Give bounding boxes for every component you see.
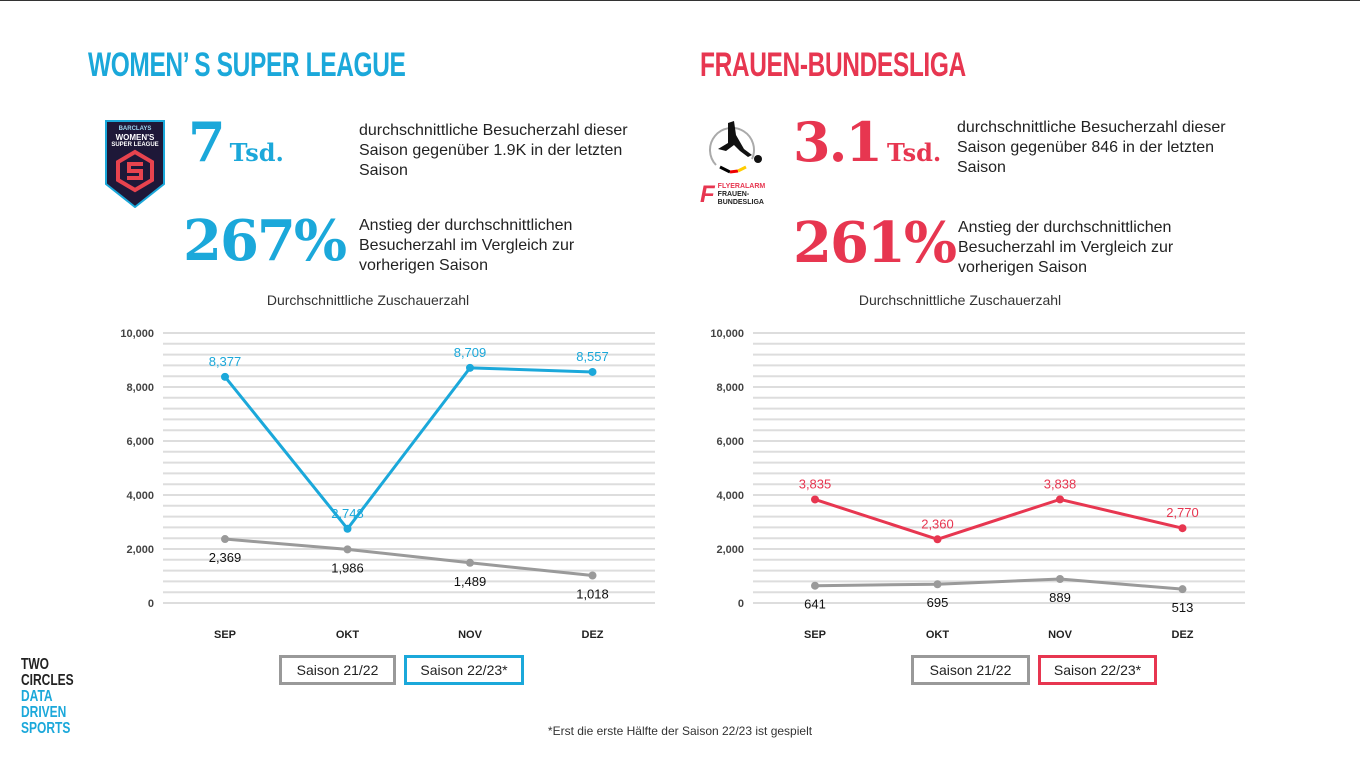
logo-text: BARCLAYS xyxy=(118,126,152,132)
x-tick-label: OKT xyxy=(336,629,360,641)
series-line-21-22 xyxy=(224,537,593,578)
fbl-logo: F FLYERALARM FRAUEN- BUNDESLIGA xyxy=(700,115,780,210)
wsl-stat2-desc: Anstieg der durchschnittlichen Besucherz… xyxy=(359,217,575,274)
brand-line: TWO xyxy=(21,656,49,673)
legend-label: Saison 22/23* xyxy=(1053,662,1142,678)
y-tick-label: 2,000 xyxy=(716,544,744,556)
data-point xyxy=(933,535,942,544)
top-border xyxy=(0,0,1360,1)
data-label: 1,986 xyxy=(331,560,364,575)
x-tick-label: OKT xyxy=(926,629,950,641)
brand-line: DATA xyxy=(21,688,53,705)
legend-saison-22-23[interactable]: Saison 22/23* xyxy=(404,655,524,685)
data-label: 889 xyxy=(1049,590,1071,605)
data-label: 2,748 xyxy=(331,506,364,521)
y-tick-label: 8,000 xyxy=(716,382,744,394)
data-label: 695 xyxy=(927,595,949,610)
data-label: 1,489 xyxy=(454,574,487,589)
data-point xyxy=(588,571,597,580)
data-label: 8,377 xyxy=(209,354,242,369)
legend-label: Saison 21/22 xyxy=(296,662,379,678)
two-circles-logo: TWO CIRCLES DATA DRIVEN SPORTS xyxy=(21,657,74,737)
y-tick-label: 4,000 xyxy=(716,490,744,502)
y-tick-label: 8,000 xyxy=(126,382,154,394)
data-point xyxy=(1056,495,1064,504)
series-line-22-23 xyxy=(223,366,593,532)
stat-unit: Tsd. xyxy=(229,138,284,167)
y-tick-label: 6,000 xyxy=(716,436,744,448)
stat-unit: Tsd. xyxy=(886,138,942,167)
fbl-line-chart: 0 2,000 4,000 6,000 8,000 10,000 SEP OKT NOV DEZ 6… xyxy=(710,328,1245,641)
fbl-stat2: 261% xyxy=(793,210,957,276)
legend-label: Saison 21/22 xyxy=(929,662,1012,678)
chart-title: Durchschnittliche Zuschauerzahl xyxy=(858,292,1062,308)
data-point xyxy=(1178,585,1187,594)
brand-line: CIRCLES xyxy=(21,672,74,689)
x-tick-label: NOV xyxy=(458,629,483,641)
data-label: 3,838 xyxy=(1044,476,1077,491)
footnote: *Erst die erste Hälfte der Saison 22/23 … xyxy=(547,724,813,738)
wsl-stat2: 267% xyxy=(183,208,347,274)
chart-title: Durchschnittliche Zuschauerzahl xyxy=(266,292,470,308)
wsl-line-chart: 0 2,000 4,000 6,000 8,000 10,000 SEP OKT NOV DEZ 2… xyxy=(120,328,655,641)
y-tick-label: 10,000 xyxy=(710,328,744,340)
data-label: 2,770 xyxy=(1166,505,1199,520)
data-label: 8,709 xyxy=(454,345,487,360)
y-tick-label: 4,000 xyxy=(126,490,154,502)
x-tick-label: SEP xyxy=(214,629,236,641)
x-tick-label: SEP xyxy=(804,629,826,641)
logo-text: BUNDESLIGA xyxy=(717,199,764,206)
fbl-title: FRAUEN-BUNDESLIGA xyxy=(700,46,966,84)
stat-value: 3.1 xyxy=(793,110,883,174)
x-tick-label: NOV xyxy=(1048,629,1073,641)
wsl-title: WOMEN’ S SUPER LEAGUE xyxy=(88,46,406,84)
y-tick-label: 0 xyxy=(148,598,154,610)
series-line-21-22 xyxy=(814,577,1183,591)
legend-saison-21-22[interactable]: Saison 21/22 xyxy=(911,655,1030,685)
y-tick-label: 2,000 xyxy=(126,544,154,556)
data-point xyxy=(811,581,819,590)
wsl-stat1-desc: durchschnittliche Besucherzahl dieser Sa… xyxy=(359,122,628,179)
brand-line: SPORTS xyxy=(21,720,71,737)
data-point xyxy=(343,545,352,554)
data-point xyxy=(466,363,474,372)
fbl-stat2-desc: Anstieg der durchschnittlichen Besucherz… xyxy=(958,219,1174,276)
data-point xyxy=(588,367,597,376)
x-tick-label: DEZ xyxy=(582,629,604,641)
data-label: 1,018 xyxy=(576,587,609,602)
data-point xyxy=(466,558,474,567)
logo-text: WOMEN'S xyxy=(115,133,155,142)
data-label: 513 xyxy=(1172,600,1194,615)
y-tick-label: 6,000 xyxy=(126,436,154,448)
brand-line: DRIVEN xyxy=(21,704,67,721)
data-point xyxy=(221,372,229,381)
logo-text: FRAUEN- xyxy=(717,191,750,198)
series-line-22-23 xyxy=(814,497,1183,541)
x-tick-label: DEZ xyxy=(1172,629,1194,641)
data-point xyxy=(343,524,352,533)
data-label: 2,369 xyxy=(209,550,242,565)
data-point xyxy=(1056,574,1064,583)
wsl-logo: BARCLAYS WOMEN'S SUPER LEAGUE xyxy=(105,120,165,209)
logo-text: FLYERALARM xyxy=(717,183,766,190)
data-label: 8,557 xyxy=(576,349,609,364)
data-point xyxy=(1178,524,1187,533)
data-label: 641 xyxy=(804,597,826,612)
legend-saison-21-22[interactable]: Saison 21/22 xyxy=(279,655,396,685)
y-tick-label: 0 xyxy=(738,598,744,610)
data-point xyxy=(811,495,819,504)
data-point xyxy=(933,580,942,589)
y-tick-label: 10,000 xyxy=(120,328,154,340)
fbl-stat1: 3.1 Tsd. xyxy=(793,110,941,174)
fbl-stat1-desc: durchschnittliche Besucherzahl dieser Sa… xyxy=(957,119,1226,176)
data-label: 2,360 xyxy=(921,516,954,531)
logo-text: SUPER LEAGUE xyxy=(111,142,159,148)
legend-saison-22-23[interactable]: Saison 22/23* xyxy=(1038,655,1157,685)
flyeralarm-f-icon: F xyxy=(700,181,715,208)
stat-value: 7 xyxy=(188,110,226,174)
legend-label: Saison 22/23* xyxy=(420,662,508,678)
data-label: 3,835 xyxy=(799,476,832,491)
data-point xyxy=(221,535,229,544)
wsl-stat1: 7 Tsd. xyxy=(188,110,284,174)
